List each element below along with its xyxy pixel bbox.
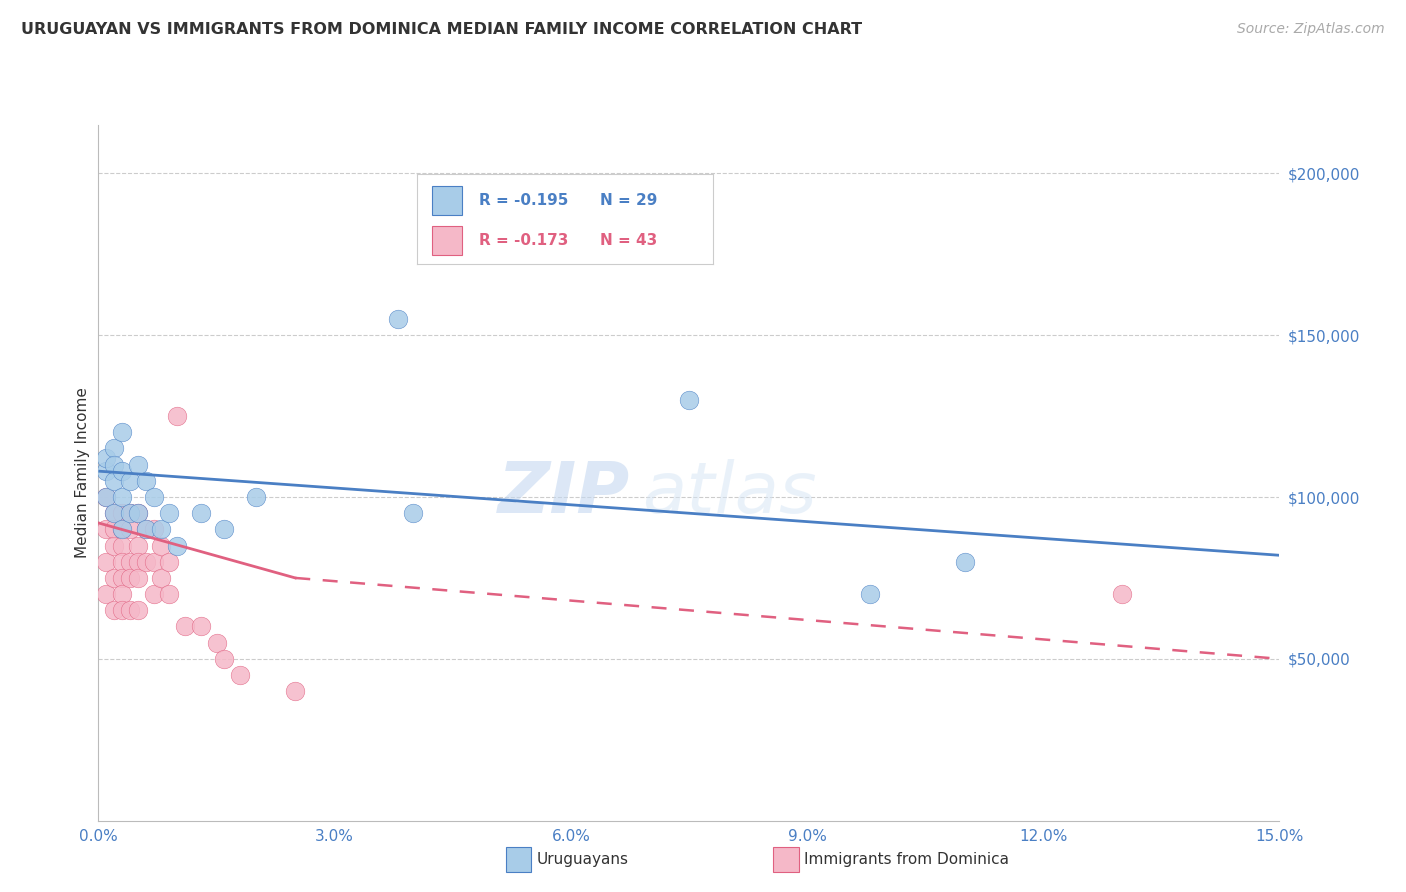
Point (214, 652, 236, 666)
Point (111, 506, 134, 520)
Point (103, 506, 125, 520)
Text: Uruguayans: Uruguayans (537, 853, 628, 867)
Point (103, 458, 125, 472)
Point (157, 555, 180, 569)
Point (174, 619, 197, 633)
Text: ZIP: ZIP (498, 459, 630, 528)
Point (96, 451, 118, 466)
Point (214, 522, 236, 536)
Point (127, 506, 149, 520)
Point (127, 555, 149, 569)
Point (150, 571, 173, 585)
Text: N = 29: N = 29 (600, 194, 658, 208)
Point (135, 474, 157, 488)
Point (127, 458, 149, 472)
Point (103, 506, 125, 520)
Point (135, 522, 157, 536)
Point (103, 522, 125, 536)
Text: URUGUAYAN VS IMMIGRANTS FROM DOMINICA MEDIAN FAMILY INCOME CORRELATION CHART: URUGUAYAN VS IMMIGRANTS FROM DOMINICA ME… (21, 22, 862, 37)
Point (142, 587, 165, 601)
Point (166, 539, 188, 553)
Point (678, 392, 700, 407)
Point (402, 506, 425, 520)
Point (127, 571, 149, 585)
Point (284, 684, 307, 698)
Point (118, 603, 141, 617)
Point (142, 522, 165, 536)
Point (245, 490, 267, 504)
Point (103, 442, 125, 456)
Point (111, 522, 134, 536)
Point (96, 464, 118, 478)
Point (96, 490, 118, 504)
Point (387, 312, 409, 326)
Point (142, 555, 165, 569)
Text: atlas: atlas (641, 459, 817, 528)
Point (142, 490, 165, 504)
Point (205, 635, 228, 649)
Point (859, 587, 882, 601)
Text: R = -0.195: R = -0.195 (479, 194, 568, 208)
Text: Source: ZipAtlas.com: Source: ZipAtlas.com (1237, 22, 1385, 37)
Point (150, 522, 173, 536)
Point (150, 539, 173, 553)
Point (127, 539, 149, 553)
Point (1111, 587, 1133, 601)
Point (103, 474, 125, 488)
Point (190, 506, 212, 520)
Point (190, 619, 212, 633)
Text: R = -0.173: R = -0.173 (479, 233, 568, 248)
Point (96, 555, 118, 569)
Point (135, 555, 157, 569)
Text: N = 43: N = 43 (600, 233, 658, 248)
Point (111, 603, 134, 617)
Point (111, 464, 134, 478)
Point (118, 474, 141, 488)
Point (103, 603, 125, 617)
Text: Immigrants from Dominica: Immigrants from Dominica (804, 853, 1010, 867)
Point (118, 522, 141, 536)
Point (127, 603, 149, 617)
Point (96, 490, 118, 504)
Point (111, 490, 134, 504)
Bar (432, 226, 461, 255)
Point (96, 587, 118, 601)
Point (111, 539, 134, 553)
Point (157, 587, 180, 601)
Point (111, 587, 134, 601)
Point (103, 571, 125, 585)
Bar (432, 186, 461, 215)
Point (118, 506, 141, 520)
Point (118, 555, 141, 569)
Point (96, 522, 118, 536)
Point (103, 539, 125, 553)
Point (229, 668, 252, 682)
Point (953, 555, 976, 569)
Point (111, 555, 134, 569)
Point (111, 571, 134, 585)
Point (135, 522, 157, 536)
Point (111, 425, 134, 440)
Point (127, 506, 149, 520)
Y-axis label: Median Family Income: Median Family Income (75, 387, 90, 558)
Point (118, 571, 141, 585)
Point (157, 506, 180, 520)
Point (166, 409, 188, 424)
Point (118, 506, 141, 520)
Point (111, 522, 134, 536)
